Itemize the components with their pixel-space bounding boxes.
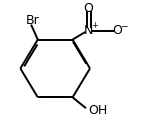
Text: O: O: [83, 2, 93, 15]
Text: N: N: [84, 24, 93, 37]
Text: Br: Br: [26, 14, 40, 27]
Text: +: +: [91, 21, 98, 30]
Text: O: O: [113, 24, 123, 37]
Text: OH: OH: [88, 104, 108, 117]
Text: −: −: [120, 21, 128, 30]
